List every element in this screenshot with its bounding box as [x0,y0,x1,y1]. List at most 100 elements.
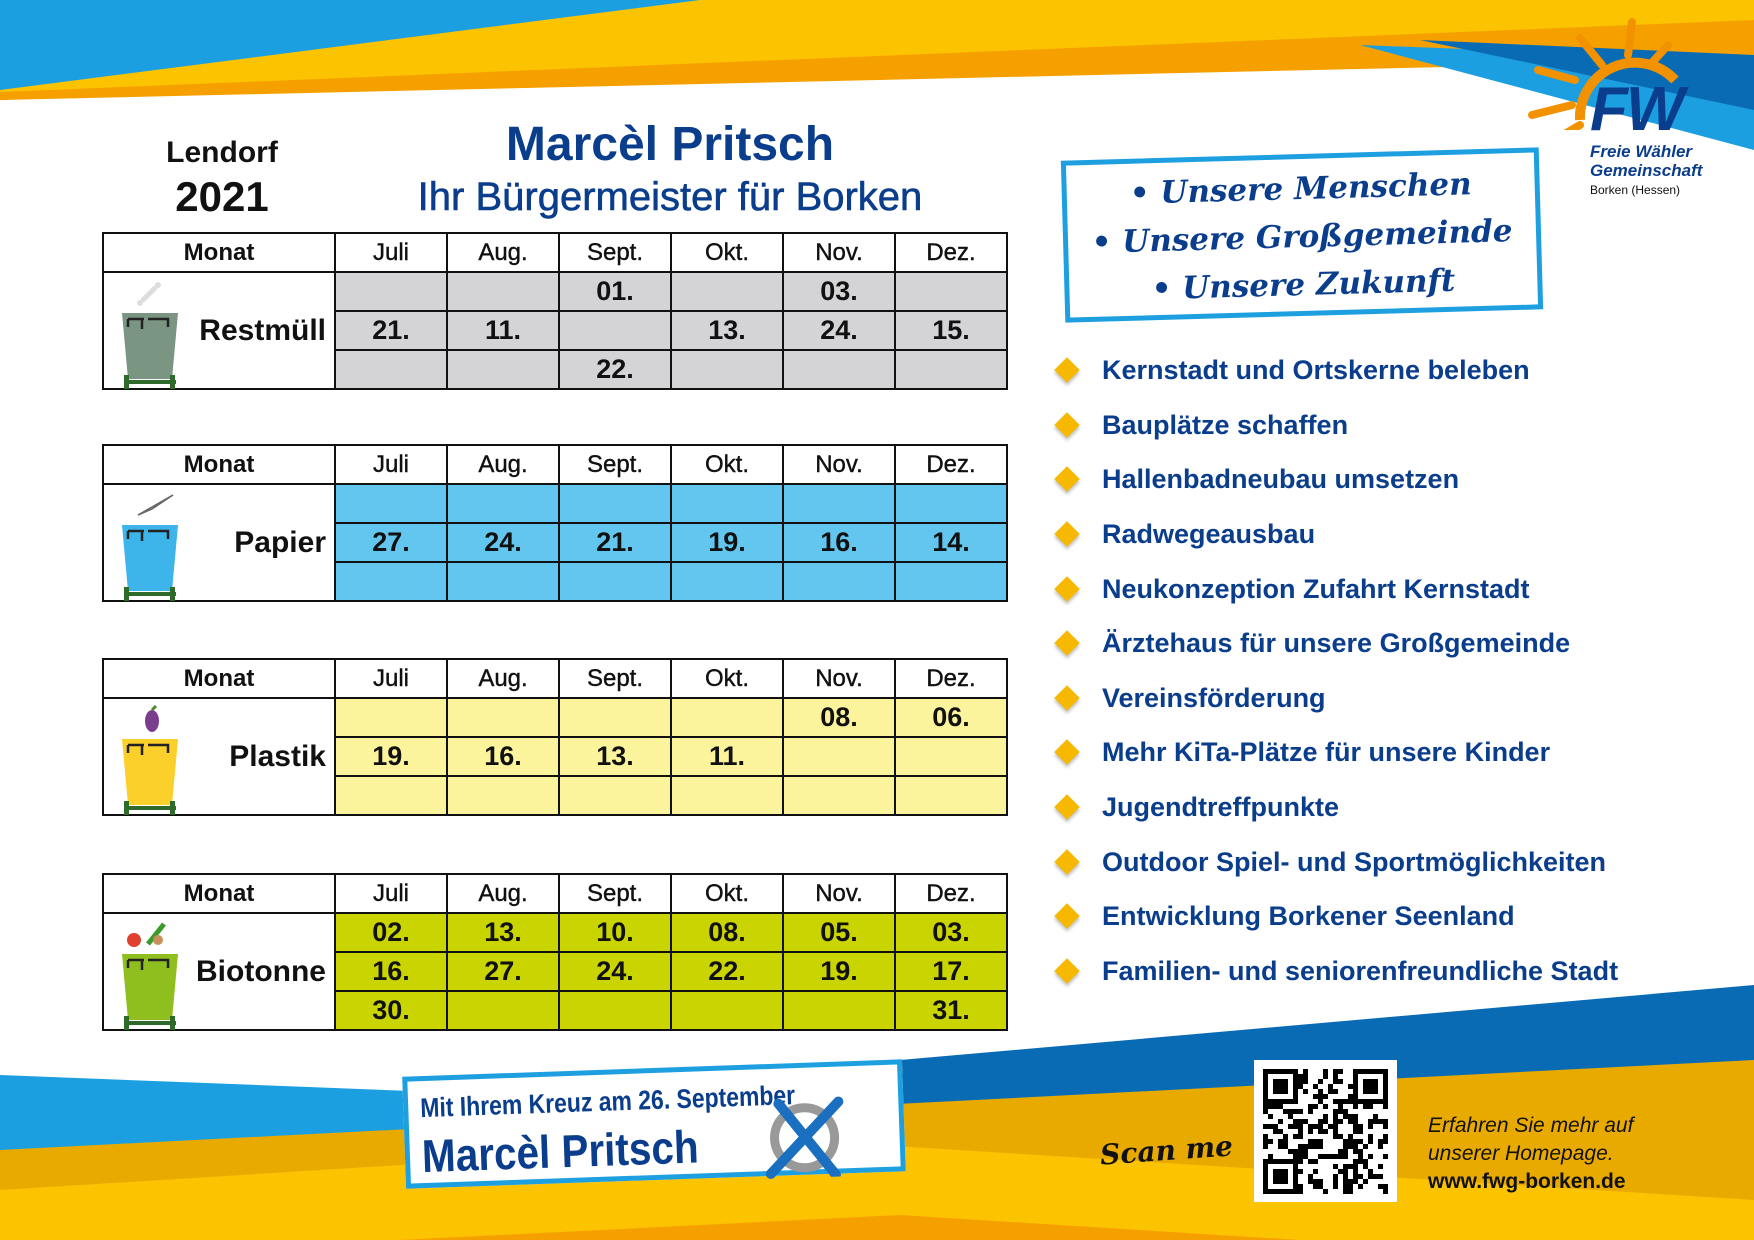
goal-text: Vereinsförderung [1102,682,1326,713]
collection-date-cell: 02. [334,912,448,953]
year: 2021 [175,173,269,220]
collection-date-cell [894,561,1008,602]
collection-date-cell: 06. [894,697,1008,738]
collection-date-cell: 13. [670,310,784,351]
vote-date-text: Mit Ihrem Kreuz am 26. September [419,1080,796,1124]
month-column-header: Nov. [782,444,896,485]
month-column-header: Okt. [670,873,784,914]
goal-item: Jugendtreffpunkte [1052,780,1618,835]
month-column-header: Juli [334,232,448,273]
waste-type-name: Restmüll [199,314,326,347]
collection-date-cell [446,990,560,1031]
eggplant-icon [145,705,159,732]
collection-date-cell: 03. [782,271,896,312]
diamond-bullet-icon [1054,958,1080,984]
month-column-header: Nov. [782,232,896,273]
collection-table-restmüll: Monat Juli Aug. Sept. Okt. Nov. Dez. Restmüll 01… [102,232,1008,390]
collection-date-cell [334,697,448,738]
goal-item: Bauplätze schaffen [1052,398,1618,453]
collection-date-cell [558,561,672,602]
collection-date-cell [334,271,448,312]
diamond-bullet-icon [1054,466,1080,493]
waste-type-label: Papier [102,483,336,602]
collection-date-cell: 17. [894,951,1008,992]
collection-date-cell: 13. [558,736,672,777]
month-column-header: Juli [334,444,448,485]
collection-date-cell [782,990,896,1031]
vegetables-icon [127,922,166,947]
homepage-info: Erfahren Sie mehr auf unserer Homepage. … [1428,1112,1633,1196]
collection-table-papier: Monat Juli Aug. Sept. Okt. Nov. Dez. Papier 27. 2… [102,444,1008,602]
collection-date-cell: 13. [446,912,560,953]
collection-date-cell: 14. [894,522,1008,563]
diamond-bullet-icon [1054,685,1080,711]
collection-date-cell [446,483,560,524]
goal-item: Kernstadt und Ortskerne beleben [1052,343,1618,398]
waste-type-label: Plastik [102,697,336,816]
logo-line2: Gemeinschaft [1590,161,1703,180]
month-header: Monat [102,444,336,485]
logo-line1: Freie Wähler [1590,142,1693,161]
collection-date-cell: 11. [670,736,784,777]
diamond-bullet-icon [1054,903,1080,929]
collection-date-cell [782,561,896,602]
sun-icon [1528,18,1679,130]
collection-date-cell: 05. [782,912,896,953]
goal-item: Radwegeausbau [1052,507,1618,562]
goal-item: Ärztehaus für unsere Großgemeinde [1052,616,1618,671]
goal-item: Outdoor Spiel- und Sportmöglichkeiten [1052,834,1618,889]
qr-code[interactable] [1254,1060,1397,1202]
collection-date-cell [670,271,784,312]
month-column-header: Nov. [782,873,896,914]
collection-date-cell: 21. [334,310,448,351]
collection-date-cell: 15. [894,310,1008,351]
collection-date-cell [558,990,672,1031]
collection-date-cell [446,697,560,738]
collection-date-cell [782,349,896,390]
goal-text: Familien- und seniorenfreundliche Stadt [1102,955,1619,986]
month-column-header: Dez. [894,444,1008,485]
goal-text: Entwicklung Borkener Seenland [1102,901,1515,932]
goal-text: Jugendtreffpunkte [1102,792,1340,823]
vote-box: Mit Ihrem Kreuz am 26. September Marcèl … [402,1059,906,1189]
collection-date-cell: 19. [670,522,784,563]
vote-candidate-name: Marcèl Pritsch [421,1120,700,1183]
goal-text: Neukonzeption Zufahrt Kernstadt [1102,573,1530,604]
collection-date-cell [670,349,784,390]
month-column-header: Juli [334,873,448,914]
homepage-url[interactable]: www.fwg-borken.de [1428,1170,1626,1193]
waste-bin-icon [122,494,178,601]
waste-type-label: Biotonne [102,912,336,1031]
collection-date-cell [446,349,560,390]
collection-date-cell [782,736,896,777]
month-column-header: Okt. [670,658,784,699]
month-column-header: Dez. [894,232,1008,273]
collection-date-cell: 16. [334,951,448,992]
collection-date-cell: 24. [558,951,672,992]
collection-table-plastik: Monat Juli Aug. Sept. Okt. Nov. Dez. Plastik 08.… [102,658,1008,816]
collection-date-cell: 19. [334,736,448,777]
month-column-header: Aug. [446,873,560,914]
month-column-header: Juli [334,658,448,699]
waste-type-name: Plastik [229,740,326,773]
goal-item: Neukonzeption Zufahrt Kernstadt [1052,561,1618,616]
waste-bin-icon [122,282,178,389]
waste-type-name: Biotonne [196,955,326,988]
goal-text: Bauplätze schaffen [1102,409,1349,440]
month-column-header: Aug. [446,658,560,699]
collection-date-cell: 24. [782,310,896,351]
collection-date-cell: 22. [558,349,672,390]
month-column-header: Okt. [670,232,784,273]
goal-text: Mehr KiTa-Plätze für unsere Kinder [1102,737,1551,768]
month-column-header: Dez. [894,873,1008,914]
collection-date-cell: 11. [446,310,560,351]
diamond-bullet-icon [1054,412,1080,438]
diamond-bullet-icon [1054,357,1080,384]
waste-type-name: Papier [234,526,326,559]
month-column-header: Okt. [670,444,784,485]
collection-date-cell: 10. [558,912,672,953]
month-column-header: Sept. [558,873,672,914]
goal-item: Familien- und seniorenfreundliche Stadt [1052,944,1618,999]
collection-date-cell: 21. [558,522,672,563]
homepage-text-1: Erfahren Sie mehr auf [1428,1114,1634,1137]
